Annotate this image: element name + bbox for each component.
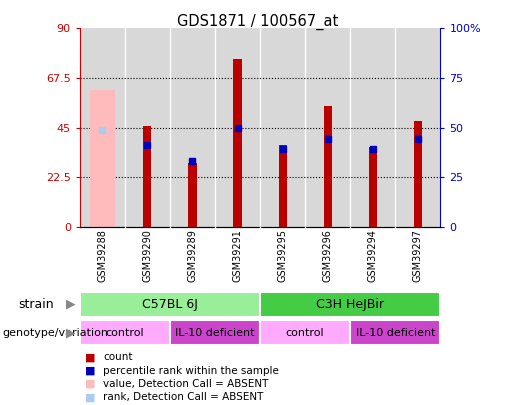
Bar (80, 320, 170, 345)
Text: ■: ■ (85, 392, 95, 402)
Text: percentile rank within the sample: percentile rank within the sample (103, 366, 279, 375)
Text: GSM39297: GSM39297 (413, 229, 423, 282)
Text: strain: strain (18, 298, 54, 311)
Text: value, Detection Call = ABSENT: value, Detection Call = ABSENT (103, 379, 268, 389)
Bar (260, 292, 440, 317)
Text: GSM39288: GSM39288 (97, 229, 107, 281)
Bar (369, 147, 377, 227)
Text: control: control (286, 328, 324, 337)
Text: C3H HeJBir: C3H HeJBir (316, 298, 384, 311)
Bar (233, 59, 242, 227)
Bar (260, 320, 350, 345)
Bar (323, 106, 332, 227)
Text: GDS1871 / 100567_at: GDS1871 / 100567_at (177, 14, 338, 30)
Text: IL-10 deficient: IL-10 deficient (175, 328, 255, 337)
Bar (170, 320, 260, 345)
Text: GSM39289: GSM39289 (187, 229, 197, 281)
Text: ■: ■ (85, 366, 95, 375)
Text: GSM39295: GSM39295 (278, 229, 287, 282)
Bar (279, 145, 287, 227)
Text: ▶: ▶ (66, 326, 76, 339)
Text: GSM39296: GSM39296 (323, 229, 333, 281)
Text: C57BL 6J: C57BL 6J (142, 298, 198, 311)
Bar (414, 121, 422, 227)
Text: GSM39291: GSM39291 (233, 229, 243, 281)
Text: rank, Detection Call = ABSENT: rank, Detection Call = ABSENT (103, 392, 263, 402)
Bar (143, 126, 151, 227)
Text: ■: ■ (85, 352, 95, 362)
Text: control: control (106, 328, 144, 337)
Bar (90, 90, 115, 227)
Text: ■: ■ (85, 379, 95, 389)
Bar (80, 292, 260, 317)
Bar (350, 320, 440, 345)
Text: genotype/variation: genotype/variation (3, 328, 109, 337)
Text: ▶: ▶ (66, 298, 76, 311)
Text: GSM39290: GSM39290 (143, 229, 152, 281)
Text: GSM39294: GSM39294 (368, 229, 377, 281)
Text: count: count (103, 352, 132, 362)
Bar (188, 163, 197, 227)
Text: IL-10 deficient: IL-10 deficient (355, 328, 435, 337)
